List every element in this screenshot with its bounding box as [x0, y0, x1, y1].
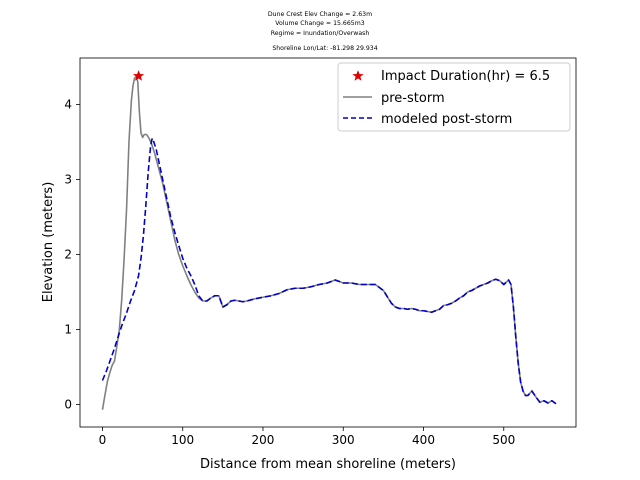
data-layer [101, 70, 557, 410]
y-axis-label: Elevation (meters) [41, 182, 56, 303]
title-line-4: Shoreline Lon/Lat: -81.298 29.934 [272, 45, 377, 52]
legend-box [337, 62, 571, 132]
y-tick-label: 3 [64, 173, 72, 187]
x-tick-label: 400 [412, 433, 435, 447]
ticks-layer: 0 100 200 300 400 500 0 1 2 3 4 [64, 98, 515, 448]
legend-label-post-storm: modeled post-storm [381, 112, 512, 127]
legend-star-icon [352, 70, 364, 81]
x-tick-label: 100 [171, 433, 194, 447]
y-tick-label: 4 [64, 98, 72, 112]
y-tick-label: 2 [64, 248, 72, 262]
impact-marker-star [132, 70, 145, 81]
legend-star-marker [352, 70, 364, 81]
x-tick-label: 200 [252, 433, 275, 447]
y-tick-label: 1 [64, 323, 72, 337]
legend-label-marker: Impact Duration(hr) = 6.5 [381, 69, 550, 84]
x-axis-label: Distance from mean shoreline (meters) [200, 457, 456, 472]
title-line-3: Regime = Inundation/Overwash [271, 30, 370, 37]
legend-label-pre-storm: pre-storm [381, 91, 445, 106]
plot-frame [79, 57, 577, 428]
x-tick-label: 0 [99, 433, 107, 447]
x-tick-label: 300 [332, 433, 355, 447]
y-tick-label: 0 [64, 398, 72, 412]
title-line-1: Dune Crest Elev Change = 2.63m [268, 11, 372, 18]
x-tick-label: 500 [492, 433, 515, 447]
title-line-2: Volume Change = 15.665m3 [275, 20, 364, 27]
series-line-post-storm [101, 137, 557, 405]
legend: Impact Duration(hr) = 6.5 pre-storm mode… [337, 62, 571, 132]
